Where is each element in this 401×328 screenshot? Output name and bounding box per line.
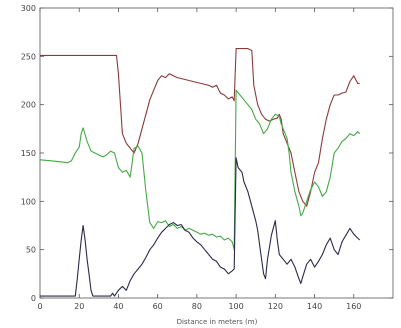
y-tick-label: 200 <box>21 101 36 110</box>
y-tick-label: 100 <box>21 197 36 206</box>
y-tick-label: 250 <box>21 52 36 61</box>
x-axis-ticks: 0 20 40 60 80 100 120 140 160 <box>37 8 361 311</box>
plot-area-frame <box>39 7 394 299</box>
x-tick-label: 0 <box>37 302 42 311</box>
x-tick-label: 120 <box>268 302 283 311</box>
x-tick-label: 160 <box>346 302 361 311</box>
x-tick-label: 100 <box>228 302 243 311</box>
x-tick-label: 80 <box>192 302 202 311</box>
series-line-1 <box>40 48 360 207</box>
y-tick-label: 300 <box>21 4 36 13</box>
y-tick-label: 50 <box>26 246 36 255</box>
x-tick-label: 20 <box>74 302 84 311</box>
x-tick-label: 40 <box>113 302 123 311</box>
series-line-2 <box>39 89 361 251</box>
y-axis-ticks: 0 50 100 150 200 250 300 <box>21 4 393 303</box>
y-tick-label: 0 <box>31 294 36 303</box>
series-line-3 <box>40 157 361 297</box>
x-tick-label: 140 <box>307 302 322 311</box>
x-tick-label: 60 <box>153 302 163 311</box>
x-axis-label: Distance in meters (m) <box>177 318 258 326</box>
series-lines <box>39 48 361 297</box>
y-tick-label: 150 <box>21 149 36 158</box>
